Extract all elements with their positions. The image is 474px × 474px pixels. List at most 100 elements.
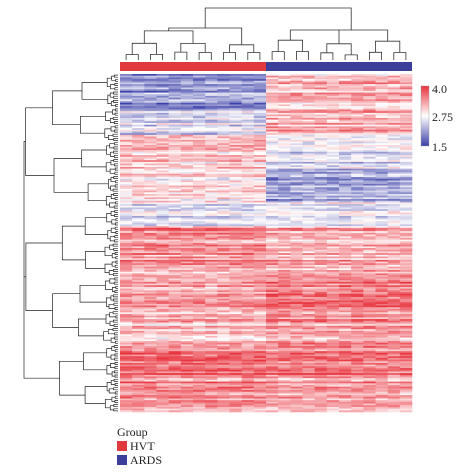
heatmap-cell	[168, 226, 182, 229]
heatmap-cell	[375, 170, 388, 173]
heatmap-cell	[132, 384, 145, 387]
heatmap-cell	[314, 123, 328, 125]
heatmap-cell	[120, 187, 133, 190]
heatmap-cell	[290, 104, 303, 107]
heatmap-cell	[266, 222, 279, 225]
heatmap-cell	[339, 193, 352, 196]
heatmap-cell	[266, 180, 279, 183]
heatmap-cell	[193, 403, 206, 406]
heatmap-cell	[217, 373, 230, 376]
heatmap-cell	[180, 288, 194, 291]
heatmap-cell	[302, 327, 315, 330]
heatmap-cell	[351, 173, 364, 176]
heatmap-cell	[266, 405, 279, 408]
heatmap-cell	[241, 151, 255, 154]
heatmap-cell	[278, 371, 291, 374]
heatmap-cell	[375, 243, 388, 245]
heatmap-cell	[229, 215, 242, 218]
heatmap-cell	[326, 79, 340, 82]
heatmap-cell	[387, 271, 401, 274]
heatmap-cell	[132, 165, 145, 168]
heatmap-cell	[387, 150, 401, 153]
heatmap-cell	[266, 361, 279, 364]
heatmap-cell	[241, 376, 255, 379]
heatmap-cell	[180, 112, 194, 115]
heatmap-cell	[132, 286, 145, 289]
heatmap-cell	[253, 182, 267, 185]
heatmap-cell	[253, 156, 267, 159]
heatmap-cell	[375, 383, 388, 386]
heatmap-cell	[314, 293, 328, 296]
heatmap-cell	[375, 406, 388, 409]
heatmap-cell	[351, 221, 364, 224]
heatmap-cell	[278, 124, 291, 127]
heatmap-cell	[205, 330, 218, 333]
heatmap-cell	[241, 209, 255, 212]
heatmap-cell	[314, 150, 328, 153]
heatmap-cell	[120, 280, 133, 283]
heatmap-cell	[387, 401, 401, 404]
heatmap-cell	[387, 221, 401, 224]
heatmap-cell	[290, 251, 303, 254]
heatmap-cell	[229, 390, 242, 393]
heatmap-cell	[180, 177, 194, 180]
heatmap-cell	[339, 381, 352, 384]
heatmap-cell	[326, 128, 340, 131]
heatmap-cell	[314, 199, 328, 202]
heatmap-cell	[375, 107, 388, 110]
heatmap-cell	[339, 403, 352, 406]
heatmap-cell	[387, 303, 401, 306]
heatmap-cell	[217, 354, 230, 357]
heatmap-cell	[253, 99, 267, 102]
heatmap-cell	[314, 109, 328, 112]
heatmap-cell	[339, 209, 352, 212]
heatmap-cell	[314, 386, 328, 389]
heatmap-cell	[339, 97, 352, 100]
heatmap-cell	[241, 188, 255, 191]
heatmap-cell	[314, 393, 328, 396]
heatmap-cell	[351, 401, 364, 404]
heatmap-cell	[132, 151, 145, 154]
heatmap-cell	[399, 131, 413, 134]
heatmap-cell	[302, 155, 315, 158]
heatmap-cell	[290, 361, 303, 364]
heatmap-cell	[339, 161, 352, 164]
heatmap-cell	[375, 97, 388, 100]
heatmap-cell	[132, 119, 145, 122]
heatmap-cell	[217, 381, 230, 384]
heatmap-cell	[120, 249, 133, 252]
heatmap-cell	[241, 400, 255, 403]
heatmap-cell	[132, 133, 145, 136]
heatmap-cell	[229, 335, 242, 338]
heatmap-cell	[144, 114, 157, 117]
heatmap-cell	[266, 144, 279, 147]
heatmap-cell	[266, 212, 279, 215]
heatmap-cell	[326, 114, 340, 117]
heatmap-cell	[217, 185, 230, 188]
heatmap-cell	[168, 138, 182, 141]
heatmap-cell	[144, 102, 157, 105]
heatmap-cell	[229, 92, 242, 95]
heatmap-cell	[217, 74, 230, 76]
heatmap-cell	[399, 384, 413, 387]
heatmap-cell	[241, 133, 255, 136]
heatmap-cell	[241, 285, 255, 288]
heatmap-cell	[302, 273, 315, 276]
heatmap-cell	[363, 329, 376, 332]
heatmap-cell	[229, 116, 242, 119]
heatmap-cell	[339, 371, 352, 374]
heatmap-cell	[156, 133, 169, 136]
heatmap-cell	[120, 221, 133, 224]
heatmap-cell	[290, 351, 303, 354]
heatmap-cell	[314, 119, 328, 122]
heatmap-cell	[156, 398, 169, 401]
heatmap-cell	[205, 371, 218, 374]
heatmap-cell	[290, 362, 303, 365]
heatmap-cell	[217, 215, 230, 218]
heatmap-cell	[241, 381, 255, 384]
heatmap-cell	[193, 322, 206, 325]
heatmap-cell	[266, 251, 279, 254]
heatmap-cell	[290, 123, 303, 125]
heatmap-cell	[290, 330, 303, 333]
heatmap-cell	[278, 106, 291, 109]
